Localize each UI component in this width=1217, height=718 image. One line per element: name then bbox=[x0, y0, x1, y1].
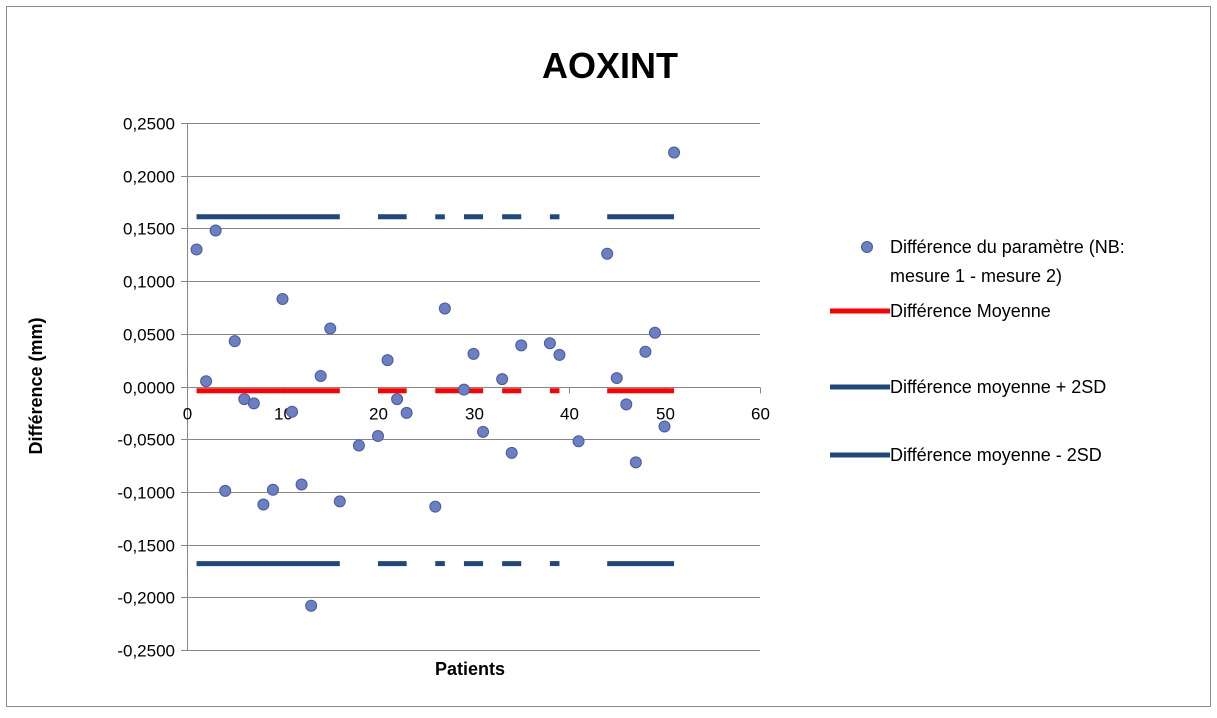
y-tick-label: 0,0000 bbox=[123, 379, 175, 398]
data-point bbox=[467, 347, 480, 360]
data-point bbox=[314, 369, 327, 382]
data-point bbox=[457, 383, 470, 396]
x-tick-label: 20 bbox=[369, 405, 388, 424]
legend-marker-scatter bbox=[861, 241, 873, 253]
x-tick-label: 0 bbox=[183, 405, 192, 424]
data-point bbox=[505, 446, 518, 459]
y-tick-label: -0,2000 bbox=[117, 589, 175, 608]
data-point bbox=[515, 339, 528, 352]
y-axis-title: Différence (mm) bbox=[26, 317, 46, 454]
data-point bbox=[200, 375, 213, 388]
data-point bbox=[276, 293, 289, 306]
y-tick-label: 0,0500 bbox=[123, 326, 175, 345]
data-point bbox=[352, 439, 365, 452]
data-point bbox=[629, 456, 642, 469]
legend-label: Différence moyenne - 2SD bbox=[890, 445, 1102, 465]
data-point bbox=[648, 326, 661, 339]
x-tick-label: 50 bbox=[656, 405, 675, 424]
data-point bbox=[438, 302, 451, 315]
data-point bbox=[333, 495, 346, 508]
data-point bbox=[572, 435, 585, 448]
data-point bbox=[400, 406, 413, 419]
legend-label: Différence Moyenne bbox=[890, 301, 1051, 321]
data-point bbox=[429, 500, 442, 513]
y-tick-label: 0,1000 bbox=[123, 273, 175, 292]
data-point bbox=[372, 430, 384, 443]
data-point bbox=[266, 483, 279, 496]
data-point bbox=[228, 335, 241, 348]
data-points bbox=[190, 146, 681, 612]
data-point bbox=[391, 393, 404, 406]
y-tick-label: -0,0500 bbox=[117, 431, 175, 450]
data-point bbox=[286, 405, 299, 418]
data-point bbox=[620, 398, 633, 411]
y-tick-label: -0,1000 bbox=[117, 484, 175, 503]
data-point bbox=[658, 420, 671, 433]
data-point bbox=[381, 354, 394, 367]
legend: Différence du paramètre (NB: mesure 1 - m… bbox=[830, 237, 1125, 465]
data-point bbox=[668, 146, 681, 159]
x-tick-label: 60 bbox=[751, 405, 770, 424]
y-tick-label: -0,2500 bbox=[117, 642, 175, 661]
legend-label: mesure 1 - mesure 2) bbox=[890, 266, 1062, 286]
data-point bbox=[295, 478, 308, 491]
legend-label: Différence du paramètre (NB: bbox=[890, 237, 1125, 257]
data-point bbox=[190, 243, 203, 256]
y-tick-label: 0,1500 bbox=[123, 220, 175, 239]
data-point bbox=[496, 373, 509, 386]
data-point bbox=[305, 599, 318, 612]
data-point bbox=[324, 322, 337, 335]
x-tick-label: 40 bbox=[560, 405, 579, 424]
data-point bbox=[543, 337, 556, 350]
data-point bbox=[257, 498, 270, 511]
chart-title: AOXINT bbox=[542, 45, 678, 86]
y-tick-label: 0,2000 bbox=[123, 168, 175, 187]
x-axis-title: Patients bbox=[435, 659, 505, 679]
data-point bbox=[477, 425, 490, 438]
data-point bbox=[610, 372, 623, 385]
data-point bbox=[639, 345, 652, 358]
y-axis: 0,2500 0,2000 0,1500 0,1000 0,0500 0,0000 -0,0… bbox=[117, 115, 188, 661]
data-point bbox=[553, 348, 566, 361]
data-point bbox=[219, 484, 232, 497]
x-tick-label: 30 bbox=[465, 405, 484, 424]
legend-label: Différence moyenne + 2SD bbox=[890, 377, 1106, 397]
data-point bbox=[209, 224, 222, 237]
data-point bbox=[247, 397, 260, 410]
y-tick-label: 0,2500 bbox=[123, 115, 175, 134]
reference-lines bbox=[196, 214, 675, 567]
y-tick-label: -0,1500 bbox=[117, 537, 175, 556]
data-point bbox=[601, 247, 614, 260]
